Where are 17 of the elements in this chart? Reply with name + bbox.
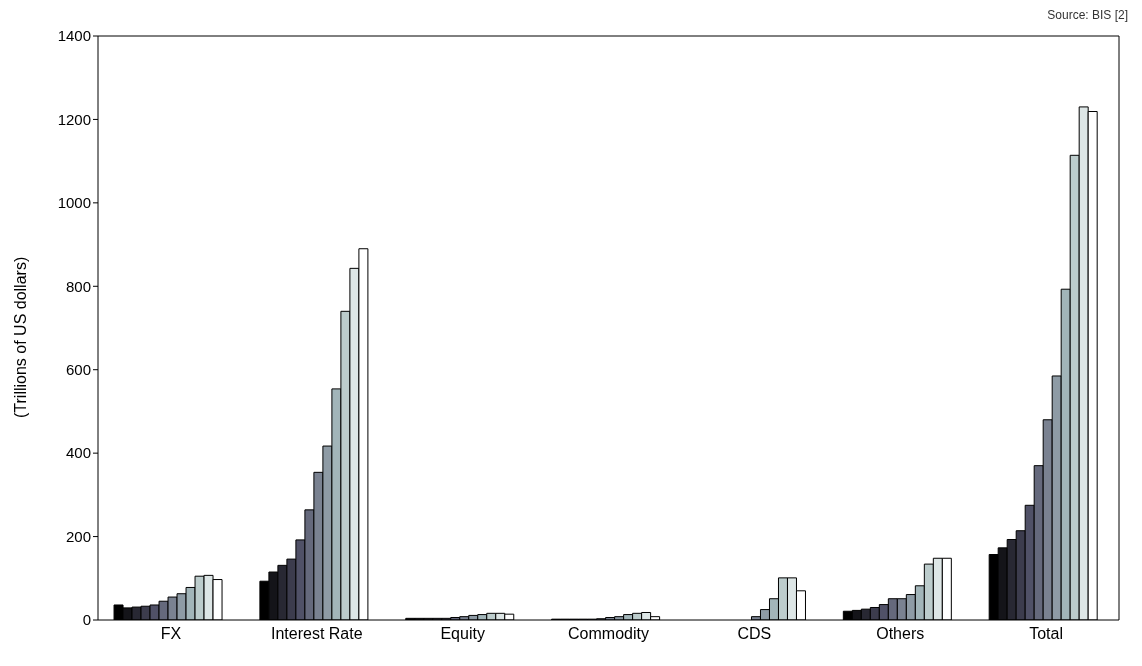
y-tick-label: 1000 <box>57 194 91 212</box>
x-tick-label: FX <box>160 625 182 643</box>
x-tick-label: Others <box>876 625 925 643</box>
x-tick-label: Interest Rate <box>270 625 363 643</box>
x-tick-label: Equity <box>440 625 485 643</box>
x-tick-label: CDS <box>737 625 772 643</box>
y-tick-label: 800 <box>65 277 91 295</box>
y-tick-label: 600 <box>65 361 91 379</box>
y-tick-label: 200 <box>65 527 91 545</box>
source-note: Source: BIS [2] <box>1047 8 1128 22</box>
y-axis-title: (Trillions of US dollars) <box>11 256 29 418</box>
x-tick-label: Total <box>1029 625 1063 643</box>
y-tick-label: 0 <box>82 611 91 629</box>
y-tick-label: 400 <box>65 444 91 462</box>
x-tick-label: Commodity <box>568 625 649 643</box>
y-tick-label: 1400 <box>57 27 91 45</box>
y-tick-label: 1200 <box>57 110 91 128</box>
